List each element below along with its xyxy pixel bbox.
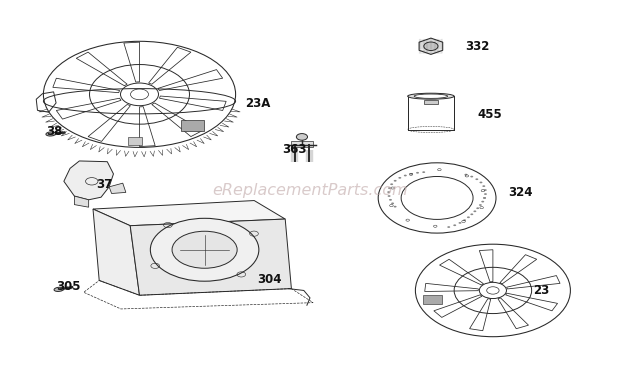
Polygon shape bbox=[74, 196, 89, 207]
Ellipse shape bbox=[151, 218, 259, 281]
Circle shape bbox=[389, 199, 392, 201]
Circle shape bbox=[467, 216, 470, 218]
Circle shape bbox=[296, 134, 308, 140]
Ellipse shape bbox=[46, 132, 56, 136]
Bar bbox=[291, 141, 313, 147]
Circle shape bbox=[422, 171, 425, 173]
Polygon shape bbox=[109, 183, 126, 194]
Text: 332: 332 bbox=[465, 40, 489, 53]
Circle shape bbox=[394, 206, 397, 208]
Circle shape bbox=[424, 42, 438, 50]
Circle shape bbox=[447, 226, 450, 228]
Polygon shape bbox=[93, 209, 140, 295]
Circle shape bbox=[471, 213, 473, 215]
Bar bbox=[423, 295, 443, 304]
Text: 363: 363 bbox=[282, 143, 307, 157]
Ellipse shape bbox=[414, 94, 448, 98]
Text: 23: 23 bbox=[533, 284, 549, 297]
Circle shape bbox=[479, 204, 482, 206]
Text: 38: 38 bbox=[46, 125, 63, 138]
Circle shape bbox=[387, 191, 390, 193]
Polygon shape bbox=[130, 219, 291, 295]
Circle shape bbox=[398, 177, 401, 179]
Circle shape bbox=[459, 222, 461, 224]
Circle shape bbox=[453, 224, 456, 226]
Circle shape bbox=[476, 207, 479, 209]
Circle shape bbox=[474, 211, 476, 212]
Circle shape bbox=[394, 180, 397, 182]
Circle shape bbox=[416, 172, 419, 174]
Text: 304: 304 bbox=[257, 273, 282, 286]
Circle shape bbox=[476, 178, 478, 180]
Bar bbox=[408, 96, 454, 130]
Circle shape bbox=[482, 185, 485, 187]
Polygon shape bbox=[419, 38, 443, 54]
Circle shape bbox=[463, 219, 466, 221]
Circle shape bbox=[388, 187, 391, 189]
Circle shape bbox=[464, 174, 467, 175]
Polygon shape bbox=[93, 201, 285, 226]
Circle shape bbox=[410, 173, 413, 175]
Circle shape bbox=[388, 195, 391, 197]
Text: 324: 324 bbox=[508, 186, 533, 199]
Text: 23A: 23A bbox=[245, 97, 270, 110]
Circle shape bbox=[479, 182, 482, 183]
Circle shape bbox=[481, 201, 484, 202]
Text: 37: 37 bbox=[96, 178, 112, 192]
Ellipse shape bbox=[408, 93, 454, 99]
Circle shape bbox=[484, 189, 487, 191]
Text: 305: 305 bbox=[56, 280, 81, 293]
Ellipse shape bbox=[172, 231, 237, 268]
Bar bbox=[128, 138, 142, 145]
Circle shape bbox=[470, 176, 473, 178]
Circle shape bbox=[391, 202, 394, 204]
Polygon shape bbox=[64, 161, 113, 200]
Ellipse shape bbox=[54, 287, 64, 292]
Text: 455: 455 bbox=[477, 108, 502, 121]
Circle shape bbox=[390, 184, 393, 185]
Circle shape bbox=[404, 175, 407, 176]
Circle shape bbox=[484, 193, 487, 195]
Bar bbox=[424, 100, 438, 104]
Circle shape bbox=[483, 197, 486, 199]
Bar bbox=[180, 120, 204, 131]
Text: eReplacementParts.com: eReplacementParts.com bbox=[212, 183, 408, 198]
Circle shape bbox=[483, 197, 486, 199]
